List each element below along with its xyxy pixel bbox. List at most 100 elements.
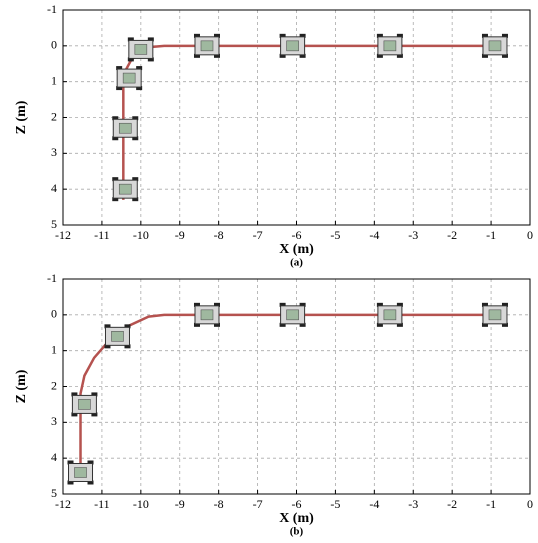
vehicle-wheel [147,57,154,62]
y-tick-label: 5 [51,217,57,231]
vehicle-wheel [376,33,383,38]
y-tick-label: 2 [51,378,57,392]
vehicle-wheel [136,66,143,71]
vehicle-wheel [193,322,200,327]
x-tick-label: -7 [253,497,263,511]
vehicle-wheel [132,197,139,202]
vehicle-detail [74,467,87,478]
vehicle-wheel [376,302,383,307]
vehicle-wheel [501,53,508,58]
vehicle-marker [71,392,98,417]
x-tick-label: -2 [447,228,457,242]
vehicle-marker [376,33,403,58]
vehicle-wheel [136,86,143,91]
caption: (a) [290,257,303,269]
x-axis-label: X (m) [279,511,314,526]
vehicle-wheel [127,37,134,42]
vehicle-wheel [299,53,306,58]
y-axis-label: Z (m) [14,100,29,134]
vehicle-marker [193,302,220,327]
vehicle-wheel [127,57,134,62]
vehicle-detail [118,183,132,195]
vehicle-wheel [116,86,123,91]
vehicle-wheel [71,392,78,397]
axes-frame [62,9,531,226]
x-tick-label: 0 [527,497,533,511]
vehicle-wheel [481,302,488,307]
vehicle-marker [112,177,139,202]
x-tick-label: -1 [486,497,496,511]
vehicle-wheel [104,324,111,329]
vehicle-marker [104,324,131,349]
vehicle-wheel [213,302,220,307]
x-tick-label: -12 [55,228,71,242]
x-tick-label: -3 [408,497,418,511]
x-tick-label: -4 [369,497,379,511]
x-axis-label: X (m) [279,242,314,257]
vehicle-wheel [213,33,220,38]
y-axis-label: Z (m) [14,369,29,403]
vehicle-marker [193,33,220,58]
x-tick-label: -7 [253,228,263,242]
vehicle-detail [383,309,397,321]
x-tick-label: -6 [292,228,302,242]
vehicle-marker [481,33,508,58]
vehicle-wheel [481,53,488,58]
y-tick-label: 1 [51,73,57,87]
x-tick-label: -10 [133,497,149,511]
vehicle-wheel [396,53,403,58]
vehicle-wheel [87,460,94,465]
vehicle-wheel [501,302,508,307]
x-tick-label: -12 [55,497,71,511]
vehicle-wheel [299,322,306,327]
vehicle-wheel [396,322,403,327]
x-tick-label: -6 [292,497,302,511]
y-tick-label: -1 [47,271,57,285]
x-tick-label: -3 [408,228,418,242]
vehicle-wheel [112,136,119,141]
vehicle-wheel [112,197,119,202]
vehicle-wheel [193,302,200,307]
vehicle-wheel [124,324,131,329]
vehicle-detail [488,40,502,52]
vehicle-wheel [71,412,78,417]
x-tick-label: -4 [369,228,379,242]
vehicle-marker [116,66,143,91]
vehicle-detail [111,331,124,342]
vehicle-wheel [67,480,74,485]
vehicle-wheel [91,392,98,397]
y-tick-label: 3 [51,145,57,159]
caption: (b) [290,526,304,538]
vehicle-wheel [132,116,139,121]
vehicle-wheel [299,302,306,307]
vehicle-wheel [193,53,200,58]
vehicle-wheel [147,37,154,42]
x-tick-label: -5 [330,228,340,242]
vehicle-wheel [132,177,139,182]
x-tick-label: -9 [175,497,185,511]
y-tick-label: 0 [51,38,57,52]
vehicle-detail [122,72,136,84]
vehicle-wheel [132,136,139,141]
vehicle-wheel [501,33,508,38]
x-tick-label: -11 [94,497,110,511]
vehicle-wheel [112,177,119,182]
vehicle-wheel [279,322,286,327]
vehicle-wheel [213,322,220,327]
vehicle-wheel [116,66,123,71]
vehicle-wheel [396,302,403,307]
vehicle-wheel [299,33,306,38]
y-tick-label: 3 [51,414,57,428]
y-tick-label: -1 [47,2,57,16]
vehicle-wheel [67,460,74,465]
vehicle-wheel [376,53,383,58]
vehicle-wheel [396,33,403,38]
vehicle-wheel [87,480,94,485]
vehicle-marker [376,302,403,327]
x-tick-label: -10 [133,228,149,242]
vehicle-detail [200,309,214,321]
y-tick-label: 2 [51,109,57,123]
